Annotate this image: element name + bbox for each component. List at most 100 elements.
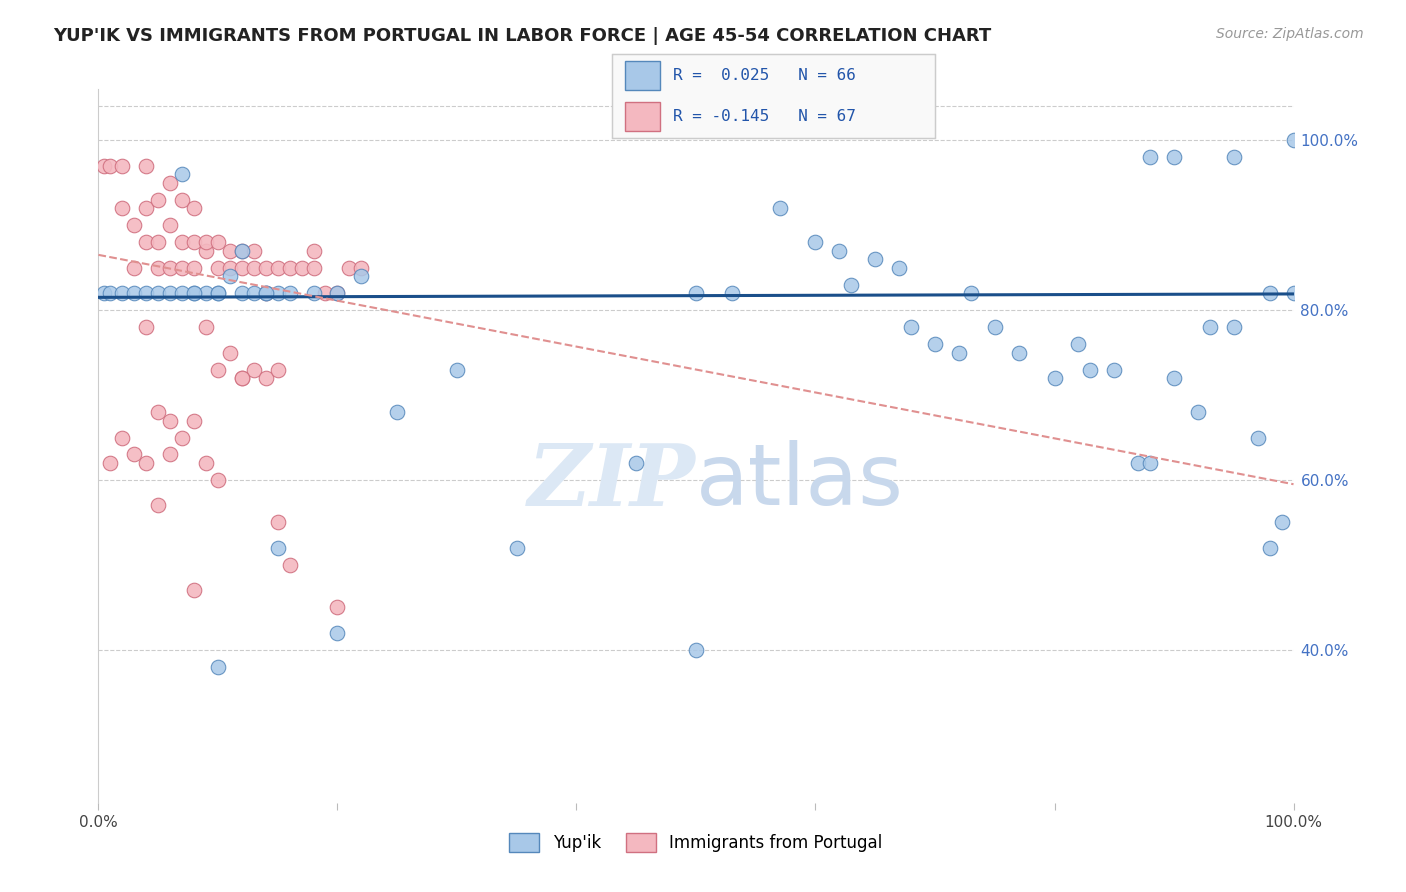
Point xyxy=(1163,150,1185,164)
Point xyxy=(135,235,157,249)
Point xyxy=(231,260,253,275)
Point xyxy=(984,320,1007,334)
Point xyxy=(1139,150,1161,164)
Point xyxy=(948,345,970,359)
Point xyxy=(302,260,325,275)
Point xyxy=(254,286,277,301)
Point xyxy=(124,218,146,232)
Point xyxy=(159,260,181,275)
Point xyxy=(207,235,229,249)
Point xyxy=(135,456,157,470)
Point xyxy=(219,269,242,284)
Point xyxy=(172,286,194,301)
Point xyxy=(159,448,181,462)
Point xyxy=(172,430,194,444)
Point xyxy=(243,244,266,258)
Bar xyxy=(624,102,661,130)
Point xyxy=(183,413,205,427)
Point xyxy=(278,260,301,275)
Point xyxy=(124,260,146,275)
Point xyxy=(1128,456,1150,470)
Point xyxy=(1258,286,1281,301)
Text: Source: ZipAtlas.com: Source: ZipAtlas.com xyxy=(1216,27,1364,41)
Point xyxy=(267,541,290,555)
Point xyxy=(183,260,205,275)
Point xyxy=(350,260,373,275)
Point xyxy=(231,244,253,258)
Point xyxy=(924,337,946,351)
Point xyxy=(326,626,349,640)
Point xyxy=(1223,320,1246,334)
Point xyxy=(195,456,218,470)
Point xyxy=(841,277,863,292)
Point xyxy=(148,193,170,207)
Point xyxy=(207,286,229,301)
Point xyxy=(98,456,122,470)
Point xyxy=(159,218,181,232)
Point xyxy=(135,159,157,173)
Point xyxy=(302,286,325,301)
Point xyxy=(231,244,253,258)
Point xyxy=(98,286,122,301)
Point xyxy=(626,456,648,470)
Point xyxy=(828,244,851,258)
Point xyxy=(219,345,242,359)
Point xyxy=(243,260,266,275)
Point xyxy=(111,430,134,444)
Point xyxy=(98,159,122,173)
Point xyxy=(172,235,194,249)
Point xyxy=(93,286,115,301)
Point xyxy=(148,286,170,301)
Point xyxy=(339,260,361,275)
Point xyxy=(172,260,194,275)
Point xyxy=(804,235,827,249)
Point xyxy=(291,260,314,275)
Point xyxy=(267,516,290,530)
Point xyxy=(159,413,181,427)
Point xyxy=(1187,405,1209,419)
Point xyxy=(768,201,790,215)
Point xyxy=(326,286,349,301)
Point xyxy=(1258,541,1281,555)
Point xyxy=(267,286,290,301)
Text: R =  0.025   N = 66: R = 0.025 N = 66 xyxy=(673,68,856,83)
Legend: Yup'ik, Immigrants from Portugal: Yup'ik, Immigrants from Portugal xyxy=(503,826,889,859)
Point xyxy=(172,193,194,207)
Point xyxy=(124,448,146,462)
Point xyxy=(111,201,134,215)
Point xyxy=(865,252,887,266)
Point xyxy=(243,362,266,376)
Point xyxy=(219,244,242,258)
Point xyxy=(278,558,301,572)
Point xyxy=(172,167,194,181)
Point xyxy=(254,286,277,301)
Point xyxy=(243,286,266,301)
Point xyxy=(315,286,337,301)
Point xyxy=(159,286,181,301)
Text: R = -0.145   N = 67: R = -0.145 N = 67 xyxy=(673,109,856,124)
Point xyxy=(1163,371,1185,385)
Point xyxy=(124,286,146,301)
Point xyxy=(900,320,922,334)
Point xyxy=(207,260,229,275)
Point xyxy=(1199,320,1222,334)
Point xyxy=(302,244,325,258)
Text: ZIP: ZIP xyxy=(529,440,696,524)
Point xyxy=(1067,337,1090,351)
Point xyxy=(195,320,218,334)
Point xyxy=(685,643,707,657)
Point xyxy=(159,176,181,190)
Point xyxy=(148,405,170,419)
Point xyxy=(219,260,242,275)
Point xyxy=(685,286,707,301)
Point xyxy=(721,286,744,301)
Point xyxy=(1247,430,1270,444)
Point xyxy=(960,286,983,301)
Point xyxy=(135,320,157,334)
Point xyxy=(231,286,253,301)
Point xyxy=(231,371,253,385)
Point xyxy=(1008,345,1031,359)
Point xyxy=(111,286,134,301)
Point xyxy=(1104,362,1126,376)
Point xyxy=(183,286,205,301)
